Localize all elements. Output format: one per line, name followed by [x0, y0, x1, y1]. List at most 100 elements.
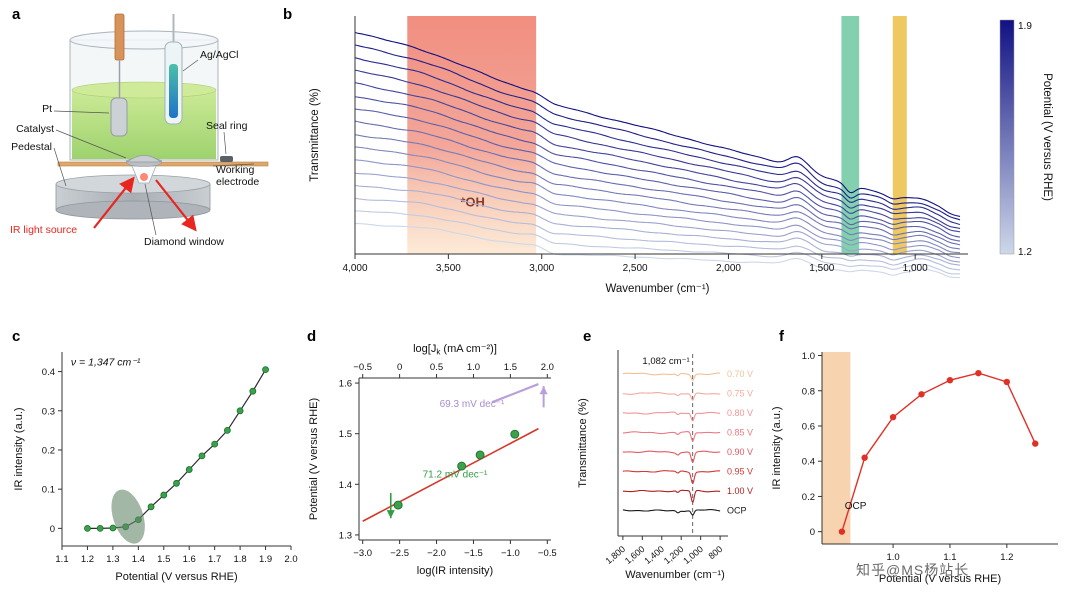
data-line [841, 372, 1036, 532]
x-tick-label: 1,800 [603, 544, 627, 566]
ir-beam-out [155, 179, 197, 232]
series-label: 1.00 V [727, 486, 753, 496]
annotation-arrowhead [386, 510, 395, 519]
highlight-band [892, 16, 907, 254]
pedestal-top [55, 174, 211, 194]
spectrum-curve [355, 223, 960, 279]
series-label: 0.75 V [727, 389, 753, 399]
panel-a-schematic [53, 13, 269, 236]
catalyst-label: Catalyst [16, 123, 54, 135]
spectrum-curve [354, 172, 961, 263]
pt-electrode [110, 97, 128, 137]
x-tick-label: −1.5 [464, 548, 483, 559]
ocp-band [822, 352, 851, 544]
spectrum-curve [354, 44, 961, 221]
top-fit-line [491, 383, 539, 404]
data-point [861, 454, 868, 461]
top-tick-label: −0.5 [353, 362, 372, 373]
x-tick-label: 1.6 [183, 554, 196, 565]
top-tick-label: 0.5 [430, 362, 443, 373]
data-point [185, 466, 193, 473]
y-tick-label: 0.2 [802, 492, 815, 503]
colorbar-min: 1.2 [1018, 247, 1032, 258]
data-point [223, 426, 231, 434]
spectrum-curve [622, 392, 721, 401]
top-tick-label: 0 [397, 362, 402, 373]
annotation-arrowhead [539, 386, 548, 395]
working-electrode-plate [57, 161, 269, 167]
top-tick-label: 2.0 [541, 362, 554, 373]
ir-spot [140, 173, 148, 181]
x-axis-label-top: log[Jk (mA cm⁻²)] [413, 343, 497, 357]
wavenumber-annotation: ν = 1,347 cm⁻¹ [71, 357, 141, 369]
top-tick-label: 1.0 [467, 362, 480, 373]
y-tick-label: 1.6 [339, 379, 352, 390]
x-tick-label: 1.4 [132, 554, 145, 565]
data-point [918, 391, 925, 398]
x-tick-label: 1.1 [943, 552, 956, 563]
colorbar-max: 1.9 [1018, 21, 1032, 32]
ir-beam-in [93, 176, 135, 229]
spectrum-curve [354, 134, 961, 250]
data-point [109, 524, 117, 532]
pt-label: Pt [42, 103, 52, 115]
reference-electrode-fill [169, 64, 178, 118]
x-tick-label: 1,600 [623, 544, 647, 566]
pedestal-label: Pedestal [11, 141, 52, 153]
data-point [838, 528, 846, 535]
panel-label-c: c [12, 328, 21, 345]
oh-band-label: *OH [460, 194, 485, 209]
spectrum-curve [354, 69, 961, 229]
seal-ring [220, 156, 233, 162]
agagcl-label: Ag/AgCl [200, 49, 239, 61]
x-tick-label: −2.0 [427, 548, 446, 559]
panel-label-d: d [307, 328, 317, 345]
y-tick-label: 0.8 [802, 386, 815, 397]
data-point [510, 429, 520, 439]
pedestal-bottom [55, 200, 211, 220]
catalyst-dome [125, 155, 163, 163]
colorbar-label: Potential (V versus RHE) [1041, 73, 1053, 201]
x-tick-label: 1,200 [662, 544, 686, 566]
panel-c-chart: 1.1 1.2 1.3 1.4 1.5 1.6 1.7 1.8 1.9 2.0 0 0.1 0.2 0.3… [13, 352, 298, 583]
spectrum-curve [354, 184, 961, 266]
data-point [946, 376, 954, 384]
x-tick-label: 1.0 [886, 552, 899, 563]
series-label: 0.70 V [727, 369, 753, 379]
y-tick-label: 0.4 [42, 367, 55, 378]
x-tick-label: 2.0 [284, 554, 297, 565]
x-tick-label: 1,500 [809, 263, 834, 274]
x-tick-label: 1,000 [903, 263, 928, 274]
x-tick-label: 1,400 [642, 544, 666, 566]
x-axis-label: Wavenumber (cm⁻¹) [625, 569, 725, 581]
diamond-window-label: Diamond window [144, 236, 224, 248]
x-axis-label: Potential (V versus RHE) [115, 571, 237, 583]
spectrum-curve [622, 470, 721, 485]
data-point [889, 413, 897, 421]
panel-label-f: f [779, 328, 784, 345]
y-axis-label: Transmittance (%) [577, 398, 589, 487]
data-point [160, 491, 168, 499]
panel-label-e: e [583, 328, 592, 345]
x-tick-label: −2.5 [390, 548, 409, 559]
spectrum-curve [354, 57, 961, 226]
data-point [1032, 440, 1039, 447]
tafel-slope-label-green: 71.2 mV dec⁻¹ [423, 470, 488, 481]
spectrum-curve [354, 82, 961, 233]
data-point [475, 450, 485, 460]
electrode-holder-rod [114, 13, 125, 61]
panel-label-a: a [12, 6, 21, 23]
data-point [211, 440, 219, 448]
marker-label: 1,082 cm⁻¹ [642, 356, 689, 367]
data-point [1003, 378, 1011, 386]
data-point [147, 503, 155, 511]
y-tick-label: 0.2 [42, 445, 55, 456]
x-tick-label: 1.1 [55, 554, 68, 565]
x-tick-label: 3,000 [529, 263, 554, 274]
data-point [173, 479, 180, 487]
data-point [262, 366, 269, 374]
ir-light-source-label: IR light source [10, 224, 78, 236]
series-label: 0.90 V [727, 447, 753, 457]
tafel-slope-label-purple: 69.3 mV dec⁻¹ [440, 399, 505, 410]
